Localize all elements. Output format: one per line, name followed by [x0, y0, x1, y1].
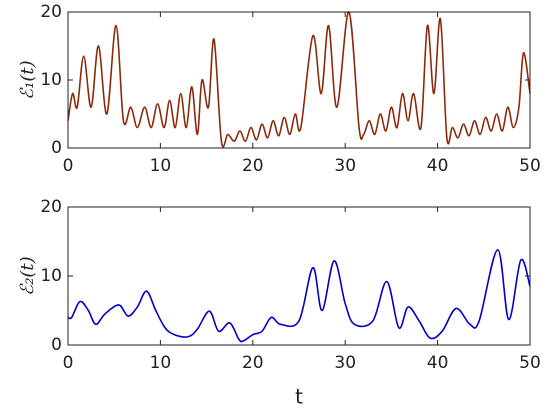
- x-axis-label: t: [295, 385, 303, 409]
- x-tick-label: 50: [519, 353, 541, 373]
- x-tick-label: 50: [519, 156, 541, 176]
- x-tick-label: 40: [427, 156, 449, 176]
- x-tick-label: 30: [334, 353, 356, 373]
- x-tick-label: 20: [242, 156, 264, 176]
- y-tick-label: 20: [40, 197, 62, 217]
- x-tick-label: 30: [334, 156, 356, 176]
- x-tick-label: 0: [63, 156, 74, 176]
- y-axis-label: ℰ₂(t): [17, 256, 38, 295]
- y-tick-label: 10: [40, 70, 62, 90]
- axes-frame: [67, 11, 531, 149]
- data-line: [67, 11, 531, 148]
- y-tick-label: 10: [40, 266, 62, 286]
- axes-frame: [67, 206, 531, 346]
- x-tick-label: 20: [242, 353, 264, 373]
- data-line: [67, 248, 531, 343]
- y-tick-label: 0: [51, 335, 62, 355]
- y-tick-label: 20: [40, 2, 62, 22]
- y-axis-label: ℰ₁(t): [17, 60, 38, 99]
- x-tick-label: 0: [63, 353, 74, 373]
- x-tick-label: 10: [150, 353, 172, 373]
- y-tick-label: 0: [51, 138, 62, 158]
- x-tick-label: 40: [427, 353, 449, 373]
- x-tick-label: 10: [150, 156, 172, 176]
